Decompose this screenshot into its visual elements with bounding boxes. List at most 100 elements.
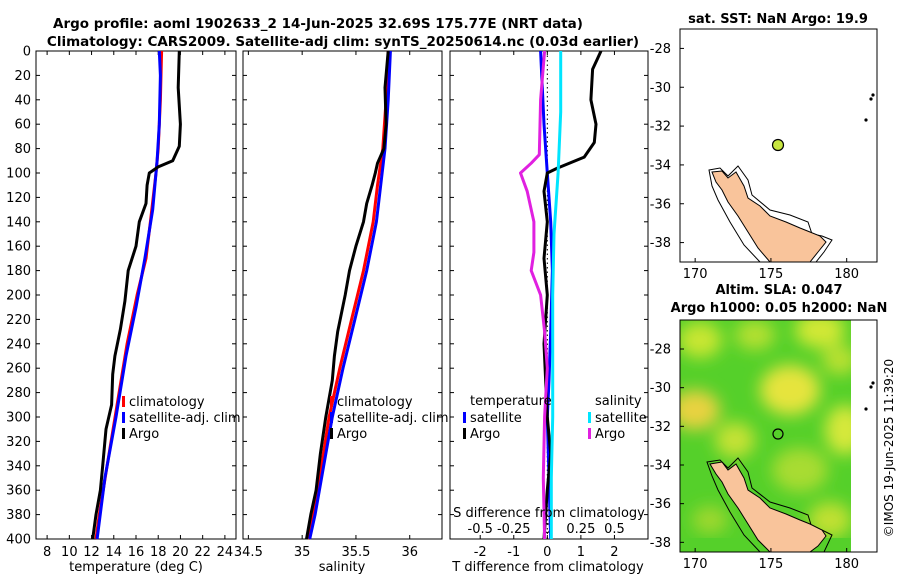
map-y-tick-label: -36 <box>650 197 671 212</box>
series-line-argo <box>305 50 390 540</box>
depth-tick-label: 180 <box>6 264 31 279</box>
island <box>864 407 868 411</box>
x-tick-label: 8 <box>43 545 51 560</box>
legend-swatch-satellite <box>330 412 333 423</box>
depth-tick-label: 200 <box>6 289 31 304</box>
map-y-tick-label: -38 <box>650 236 671 251</box>
sla-map-title: Altim. SLA: 0.047 <box>716 283 843 298</box>
x-tick-label: 1 <box>577 545 585 560</box>
map-y-tick-label: -30 <box>650 81 671 96</box>
map-x-tick-label: 170 <box>683 267 708 282</box>
sst-map <box>708 93 875 263</box>
depth-tick-label: 380 <box>6 508 31 523</box>
legend-swatch-temperature-satellite <box>463 412 466 423</box>
legend-label-salinity-argo: Argo <box>595 427 625 442</box>
series-line-argo <box>91 50 182 540</box>
map-x-tick-label: 180 <box>834 557 859 572</box>
difference-legend: temperature satellite Argo salinity sate… <box>463 394 647 442</box>
legend-swatch-climatology <box>330 396 333 407</box>
legend-header-temperature: temperature <box>470 394 552 409</box>
sla-map-axes: 170 175 180 -28 -30 -32 -34 -36 -38 <box>650 343 859 573</box>
legend-swatch-temperature-argo <box>463 428 466 439</box>
legend-label-climatology: climatology <box>337 395 413 410</box>
figure-title: Argo profile: aoml 1902633_2 14-Jun-2025… <box>53 16 583 32</box>
figure-subtitle: Climatology: CARS2009. Satellite-adj cli… <box>47 34 639 50</box>
legend-label-satellite: satellite-adj. clim <box>129 411 241 426</box>
depth-tick-label: 100 <box>6 167 31 182</box>
legend-label-climatology: climatology <box>129 395 205 410</box>
island <box>871 381 875 385</box>
s-difference-axis-label: S difference from climatology <box>453 506 645 521</box>
sst-map-title: sat. SST: NaN Argo: 19.9 <box>688 12 868 27</box>
legend-label-temperature-satellite: satellite <box>470 411 522 426</box>
depth-tick-label: 80 <box>14 142 31 157</box>
legend-swatch-argo <box>122 428 125 439</box>
temperature-axis-label: temperature (deg C) <box>69 560 203 575</box>
map-x-tick-label: 175 <box>759 557 784 572</box>
t-difference-axis-label: T difference from climatology <box>451 560 644 575</box>
depth-tick-label: 340 <box>6 459 31 474</box>
legend-swatch-satellite <box>122 412 125 423</box>
x-tick-label: 35 <box>294 545 311 560</box>
x2-tick-label: 0.25 <box>566 522 595 537</box>
map-y-tick-label: -32 <box>650 120 671 135</box>
depth-tick-label: 40 <box>14 93 31 108</box>
legend-swatch-salinity-satellite <box>588 412 591 423</box>
depth-tick-label: 300 <box>6 411 31 426</box>
series-line-temperature-argo <box>542 50 603 540</box>
x-tick-label: 35.5 <box>341 545 370 560</box>
x-tick-label: -2 <box>474 545 487 560</box>
depth-tick-label: 60 <box>14 118 31 133</box>
sst-map-frame <box>679 28 878 263</box>
x2-tick-label: 0 <box>543 522 551 537</box>
legend-swatch-climatology <box>122 396 125 407</box>
depth-tick-label: 160 <box>6 240 31 255</box>
series-line-salinity-argo <box>519 50 549 540</box>
difference-plot: -2 -1 0 1 2 -0.5 -0.25 0 0.25 0.5 <box>450 50 648 560</box>
salinity-legend: climatology satellite-adj. clim Argo <box>330 395 449 442</box>
depth-tick-label: 400 <box>6 533 31 548</box>
x-tick-label: -1 <box>507 545 520 560</box>
x-tick-label: 0 <box>543 545 551 560</box>
map-x-tick-label: 175 <box>759 267 784 282</box>
x-tick-label: 36 <box>401 545 418 560</box>
legend-label-salinity-satellite: satellite <box>595 411 647 426</box>
legend-label-temperature-argo: Argo <box>470 427 500 442</box>
x-tick-label: 24 <box>217 545 234 560</box>
map-y-tick-label: -36 <box>650 497 671 512</box>
map-y-tick-label: -28 <box>650 42 671 57</box>
sla-map-subtitle: Argo h1000: 0.05 h2000: NaN <box>671 301 888 316</box>
x-tick-label: 18 <box>150 545 167 560</box>
salinity-profile-plot: 34.5 35 35.5 36 <box>234 50 442 560</box>
sla-map-frame <box>679 319 878 553</box>
argo-float-marker <box>772 428 784 440</box>
x-tick-label: 16 <box>128 545 145 560</box>
x2-tick-label: 0.5 <box>604 522 625 537</box>
x-tick-label: 34.5 <box>234 545 263 560</box>
map-y-tick-label: -34 <box>650 158 671 173</box>
x-tick-label: 14 <box>106 545 123 560</box>
island <box>869 97 873 101</box>
map-y-tick-label: -34 <box>650 459 671 474</box>
map-y-tick-label: -30 <box>650 381 671 396</box>
temperature-legend: climatology satellite-adj. clim Argo <box>122 395 241 442</box>
series-line-salinity-satellite <box>549 51 563 539</box>
salinity-panel-frame <box>242 50 443 540</box>
depth-tick-label: 280 <box>6 386 31 401</box>
legend-swatch-argo <box>330 428 333 439</box>
island <box>869 385 873 389</box>
land-new-zealand <box>709 461 827 552</box>
x-tick-label: 10 <box>61 545 78 560</box>
x-tick-label: 12 <box>83 545 100 560</box>
depth-tick-label: 120 <box>6 191 31 206</box>
depth-tick-label: 220 <box>6 313 31 328</box>
legend-header-salinity: salinity <box>595 394 642 409</box>
island <box>864 118 868 122</box>
legend-swatch-salinity-argo <box>588 428 591 439</box>
series-line-satellite-adj-clim <box>95 50 162 540</box>
depth-tick-label: 240 <box>6 337 31 352</box>
map-y-tick-label: -38 <box>650 536 671 551</box>
x-tick-label: 20 <box>172 545 189 560</box>
depth-tick-label: 140 <box>6 215 31 230</box>
